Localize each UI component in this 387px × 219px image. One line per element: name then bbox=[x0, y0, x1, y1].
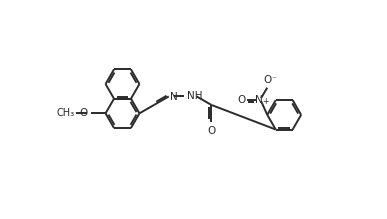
Text: N: N bbox=[255, 95, 263, 105]
Text: O: O bbox=[263, 75, 271, 85]
Text: O: O bbox=[237, 95, 245, 105]
Text: ⁻: ⁻ bbox=[271, 75, 276, 84]
Text: O: O bbox=[79, 108, 88, 118]
Text: N: N bbox=[170, 92, 178, 102]
Text: +: + bbox=[263, 97, 269, 106]
Text: NH: NH bbox=[187, 91, 203, 101]
Text: CH₃: CH₃ bbox=[57, 108, 75, 118]
Text: O: O bbox=[207, 126, 216, 136]
